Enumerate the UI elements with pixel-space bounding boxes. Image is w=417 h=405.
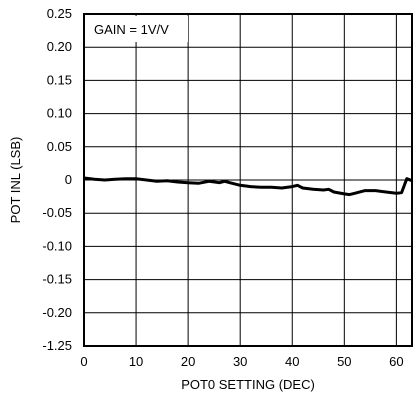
series-layer (83, 176, 413, 197)
x-tick-labels: 0 10 20 30 40 50 60 (80, 354, 403, 369)
x-tick-label: 20 (181, 354, 195, 369)
plot-frame (83, 13, 413, 347)
y-tick-label: 0.15 (47, 72, 72, 87)
y-axis-title: POT INL (LSB) (8, 137, 23, 224)
y-tick-label: -0.15 (42, 272, 72, 287)
grid (84, 14, 412, 346)
x-tick-label: 30 (233, 354, 247, 369)
y-tick-label: -1.25 (42, 338, 72, 353)
x-axis-title: POT0 SETTING (DEC) (181, 377, 315, 392)
x-tick-label: 50 (337, 354, 351, 369)
y-tick-label: -0.05 (42, 205, 72, 220)
series-line (83, 176, 413, 197)
y-tick-label: 0.25 (47, 6, 72, 21)
y-tick-label: -0.10 (42, 238, 72, 253)
x-tick-label: 0 (80, 354, 87, 369)
y-tick-label: 0 (65, 172, 72, 187)
x-tick-label: 60 (389, 354, 403, 369)
y-tick-label: 0.05 (47, 139, 72, 154)
x-tick-label: 40 (285, 354, 299, 369)
annotation-box (86, 16, 188, 42)
y-tick-label: -0.20 (42, 305, 72, 320)
x-tick-label: 10 (129, 354, 143, 369)
y-tick-label: 0.10 (47, 106, 72, 121)
y-tick-label: 0.20 (47, 39, 72, 54)
y-tick-labels: 0.25 0.20 0.15 0.10 0.05 0 -0.05 -0.10 -0.15 -0.2… (42, 6, 72, 353)
gain-annotation: GAIN = 1V/V (94, 22, 169, 37)
